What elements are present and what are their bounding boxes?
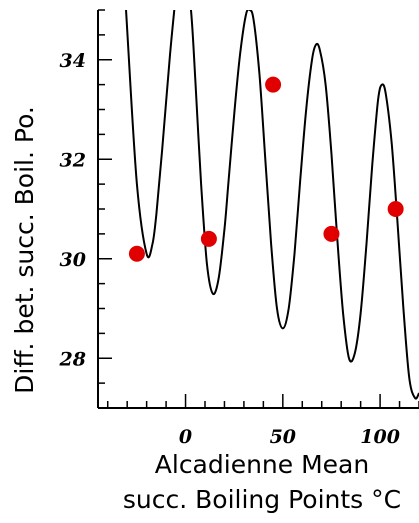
data-point-4 xyxy=(387,201,404,217)
x-tick-label-1: 50 xyxy=(270,426,296,448)
y-tick-label-2: 32 xyxy=(60,149,86,171)
scatter-layer xyxy=(128,76,404,262)
data-point-0 xyxy=(128,245,145,262)
curve-layer xyxy=(125,10,419,400)
y-tick-label-3: 34 xyxy=(60,50,86,72)
y-tick-label-1: 30 xyxy=(60,249,86,271)
data-point-1 xyxy=(200,230,217,247)
y-tick-label-0: 28 xyxy=(59,348,86,370)
x-tick-label-0: 0 xyxy=(179,426,192,448)
series-curve xyxy=(125,10,419,400)
x-axis-title-line-2: succ. Boiling Points °C xyxy=(123,485,401,514)
data-point-2 xyxy=(265,76,282,93)
y-axis-title: Diff. bet. succ. Boil. Po. xyxy=(10,106,39,394)
x-axis-title-line-1: Alcadienne Mean xyxy=(155,450,369,479)
labels-layer: Alcadienne Mean succ. Boiling Points °C … xyxy=(10,106,401,514)
x-tick-label-2: 100 xyxy=(360,426,400,448)
axes-layer: 28 30 32 34 0 50 100 xyxy=(59,9,419,448)
data-point-3 xyxy=(323,225,340,242)
